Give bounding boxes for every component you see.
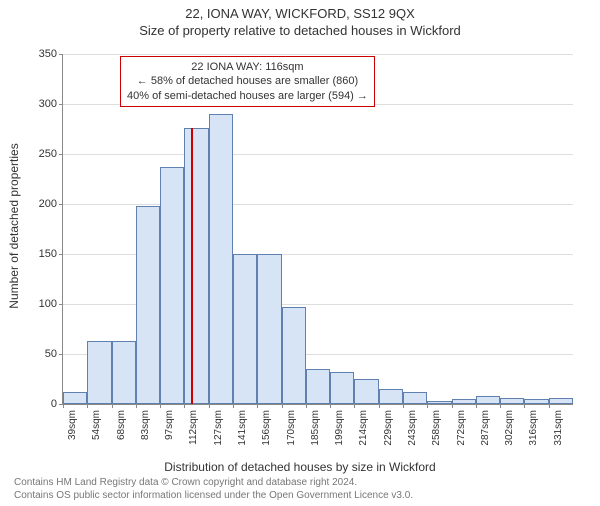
annotation-line-2: ← 58% of detached houses are smaller (86… <box>127 74 368 88</box>
x-tick-label: 287sqm <box>480 410 491 446</box>
x-tick-label: 185sqm <box>310 410 321 446</box>
chart-title-sub: Size of property relative to detached ho… <box>0 23 600 38</box>
x-tick <box>452 404 453 408</box>
x-tick <box>476 404 477 408</box>
histogram-bar <box>524 399 548 404</box>
histogram-bar <box>184 128 208 404</box>
x-tick <box>209 404 210 408</box>
histogram-bar <box>452 399 476 404</box>
histogram-bar <box>87 341 111 404</box>
y-tick <box>59 204 63 205</box>
gridline <box>63 54 573 55</box>
histogram-bar <box>282 307 306 404</box>
y-tick <box>59 154 63 155</box>
x-tick-label: 39sqm <box>67 410 78 440</box>
x-tick <box>184 404 185 408</box>
histogram-bar <box>209 114 233 404</box>
histogram-bar <box>306 369 330 404</box>
x-tick <box>549 404 550 408</box>
x-axis-label: Distribution of detached houses by size … <box>0 460 600 474</box>
histogram-bar <box>379 389 403 404</box>
x-tick-label: 199sqm <box>334 410 345 446</box>
gridline <box>63 154 573 155</box>
y-tick <box>59 254 63 255</box>
histogram-bar <box>330 372 354 404</box>
histogram-bar <box>136 206 160 404</box>
x-tick-label: 127sqm <box>213 410 224 446</box>
property-marker-line <box>191 128 193 404</box>
histogram-bar <box>257 254 281 404</box>
y-tick-label: 350 <box>39 48 57 60</box>
y-axis-label: Number of detached properties <box>7 143 21 308</box>
chart-title-main: 22, IONA WAY, WICKFORD, SS12 9QX <box>0 6 600 21</box>
x-tick-label: 68sqm <box>116 410 127 440</box>
histogram-bar <box>63 392 87 404</box>
x-tick <box>233 404 234 408</box>
y-tick <box>59 104 63 105</box>
x-tick <box>330 404 331 408</box>
x-tick <box>112 404 113 408</box>
y-tick-label: 300 <box>39 98 57 110</box>
histogram-bar <box>160 167 184 404</box>
footer-line-1: Contains HM Land Registry data © Crown c… <box>14 477 413 490</box>
x-tick-label: 331sqm <box>553 410 564 446</box>
x-tick-label: 112sqm <box>188 410 199 445</box>
x-tick-label: 97sqm <box>164 410 175 440</box>
x-tick-label: 156sqm <box>261 410 272 446</box>
x-tick-label: 302sqm <box>504 410 515 446</box>
histogram-bar <box>476 396 500 404</box>
y-tick <box>59 54 63 55</box>
y-tick-label: 250 <box>39 148 57 160</box>
x-tick-label: 170sqm <box>286 410 297 446</box>
x-tick <box>87 404 88 408</box>
gridline <box>63 204 573 205</box>
y-tick-label: 200 <box>39 198 57 210</box>
histogram-bar <box>427 401 451 404</box>
y-tick <box>59 354 63 355</box>
histogram-bar <box>549 398 573 404</box>
x-tick-label: 272sqm <box>456 410 467 446</box>
x-tick-label: 258sqm <box>431 410 442 446</box>
x-tick <box>136 404 137 408</box>
x-tick <box>354 404 355 408</box>
x-tick <box>257 404 258 408</box>
y-tick-label: 0 <box>51 398 57 410</box>
y-tick-label: 100 <box>39 298 57 310</box>
annotation-line-3: 40% of semi-detached houses are larger (… <box>127 89 368 103</box>
x-tick-label: 243sqm <box>407 410 418 446</box>
chart-container: 22, IONA WAY, WICKFORD, SS12 9QX Size of… <box>0 6 600 506</box>
x-tick-label: 54sqm <box>91 410 102 440</box>
y-tick <box>59 304 63 305</box>
x-tick <box>160 404 161 408</box>
y-tick-label: 50 <box>45 348 57 360</box>
x-tick-label: 214sqm <box>358 410 369 446</box>
x-tick <box>500 404 501 408</box>
x-tick <box>306 404 307 408</box>
x-tick-label: 316sqm <box>528 410 539 446</box>
annotation-box: 22 IONA WAY: 116sqm ← 58% of detached ho… <box>120 56 375 107</box>
annotation-line-1: 22 IONA WAY: 116sqm <box>127 60 368 74</box>
x-tick <box>427 404 428 408</box>
x-tick <box>282 404 283 408</box>
histogram-bar <box>354 379 378 404</box>
x-tick-label: 141sqm <box>237 410 248 446</box>
histogram-bar <box>500 398 524 404</box>
x-tick <box>403 404 404 408</box>
x-tick-label: 229sqm <box>383 410 394 446</box>
footer-attribution: Contains HM Land Registry data © Crown c… <box>14 477 413 502</box>
x-tick-label: 83sqm <box>140 410 151 440</box>
y-tick-label: 150 <box>39 248 57 260</box>
x-tick <box>379 404 380 408</box>
histogram-bar <box>403 392 427 404</box>
footer-line-2: Contains OS public sector information li… <box>14 490 413 503</box>
x-tick <box>524 404 525 408</box>
histogram-bar <box>112 341 136 404</box>
histogram-bar <box>233 254 257 404</box>
x-tick <box>63 404 64 408</box>
